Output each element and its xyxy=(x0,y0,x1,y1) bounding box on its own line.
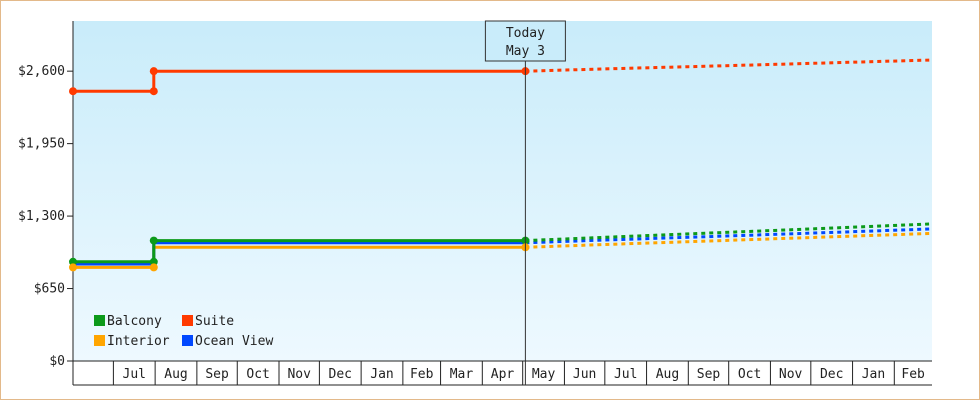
today-label-box xyxy=(484,20,566,62)
x-tick-label: Nov xyxy=(287,367,311,382)
x-tick-label: May xyxy=(532,367,556,382)
x-tick-label: Jan xyxy=(862,367,885,382)
series-projection-interior xyxy=(525,231,933,249)
legend-label-interior: Interior xyxy=(107,334,170,349)
today-label-line: May 3 xyxy=(506,44,545,59)
series-projection-ocean-view xyxy=(525,227,933,245)
legend-label-ocean-view: Ocean View xyxy=(195,334,273,349)
legend-swatch-balcony xyxy=(94,315,105,326)
series-projection-suite xyxy=(525,58,933,73)
legend-label-suite: Suite xyxy=(195,314,234,329)
data-point-suite xyxy=(69,87,77,96)
legend-swatch-suite xyxy=(182,315,193,326)
data-point-suite xyxy=(149,87,158,96)
x-tick-label: Jun xyxy=(573,367,596,382)
y-tick-label: $1,300 xyxy=(18,209,65,224)
y-axis: $0 $650 $1,300 $1,950 $2,600 xyxy=(18,21,74,385)
legend-swatch-interior xyxy=(94,335,105,346)
x-tick-label: Mar xyxy=(450,367,474,382)
x-tick-label: Aug xyxy=(164,367,187,382)
today-marker: Today May 3 xyxy=(484,20,566,385)
data-point-interior xyxy=(149,263,158,272)
legend: Balcony Suite Interior Ocean View xyxy=(94,314,273,349)
x-tick-label: Feb xyxy=(901,367,925,382)
series-projection-balcony xyxy=(525,222,933,243)
x-tick-label: Dec xyxy=(820,367,843,382)
x-tick-label: Sep xyxy=(205,367,229,382)
legend-label-balcony: Balcony xyxy=(107,314,162,329)
data-point-balcony xyxy=(149,236,158,245)
data-point-suite xyxy=(149,67,158,76)
x-tick-label: Oct xyxy=(738,367,761,382)
series-layer xyxy=(69,58,933,272)
x-tick-label: Jul xyxy=(614,367,637,382)
x-axis: Jul Aug Sep Oct Nov Dec Jan Feb Mar Apr May Jun Jul A… xyxy=(73,360,932,386)
x-tick-label: Jul xyxy=(123,367,146,382)
x-tick-label: Aug xyxy=(656,367,679,382)
plot-background xyxy=(73,21,932,361)
x-tick-label: Feb xyxy=(410,367,434,382)
legend-swatch-ocean-view xyxy=(182,335,193,346)
data-point-balcony xyxy=(149,257,158,266)
x-tick-label: Nov xyxy=(779,367,803,382)
x-tick-label: Sep xyxy=(697,367,721,382)
x-tick-label: Dec xyxy=(329,367,352,382)
y-tick-label: $2,600 xyxy=(18,64,65,79)
series-line-balcony xyxy=(73,239,526,264)
y-tick-label: $1,950 xyxy=(18,137,65,152)
y-tick-label: $650 xyxy=(34,282,65,297)
x-tick-label: Oct xyxy=(246,367,269,382)
today-label-line: Today xyxy=(506,26,545,41)
y-tick-label: $0 xyxy=(49,354,65,369)
x-tick-label: Apr xyxy=(491,367,515,382)
x-tick-label: Jan xyxy=(370,367,393,382)
data-point-interior xyxy=(69,263,77,272)
series-line-suite xyxy=(73,69,526,93)
data-point-balcony xyxy=(69,257,77,266)
